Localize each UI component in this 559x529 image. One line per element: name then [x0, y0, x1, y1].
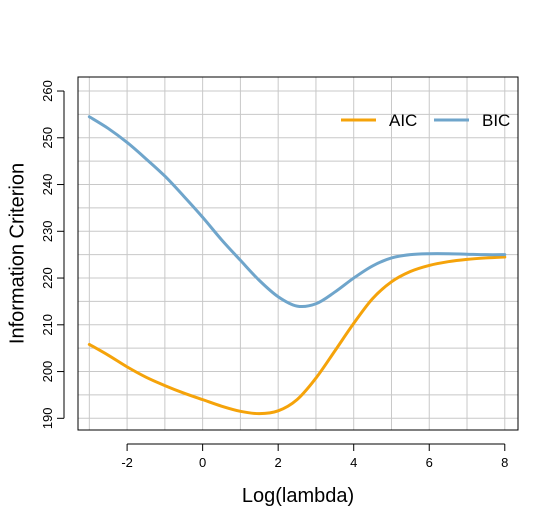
x-tick-label: -2 [121, 455, 133, 470]
y-axis-title: Information Criterion [6, 163, 28, 344]
legend-label-bic: BIC [482, 111, 510, 130]
series-lines [87, 115, 507, 416]
series-line-aic [87, 255, 507, 416]
y-tick-label: 190 [40, 407, 55, 429]
x-axis-title: Log(lambda) [242, 485, 354, 507]
y-tick-label: 260 [40, 80, 55, 102]
y-tick-label: 220 [40, 267, 55, 289]
y-tick-label: 250 [40, 127, 55, 149]
y-tick-label: 210 [40, 314, 55, 336]
legend: AIC BIC [341, 111, 510, 130]
y-axis: 190 200 210 220 230 240 250 260 [40, 80, 65, 429]
gridlines [78, 77, 518, 430]
y-tick-label: 230 [40, 220, 55, 242]
x-tick-label: 4 [350, 455, 357, 470]
plot-frame [77, 76, 519, 431]
x-tick-label: 2 [275, 455, 282, 470]
y-tick-label: 200 [40, 361, 55, 383]
series-line-bic [87, 115, 507, 309]
x-tick-label: 0 [199, 455, 206, 470]
y-tick-label: 240 [40, 174, 55, 196]
x-axis: -2 0 2 4 6 8 [121, 443, 508, 470]
legend-label-aic: AIC [389, 111, 417, 130]
x-tick-label: 6 [426, 455, 433, 470]
x-tick-label: 8 [501, 455, 508, 470]
